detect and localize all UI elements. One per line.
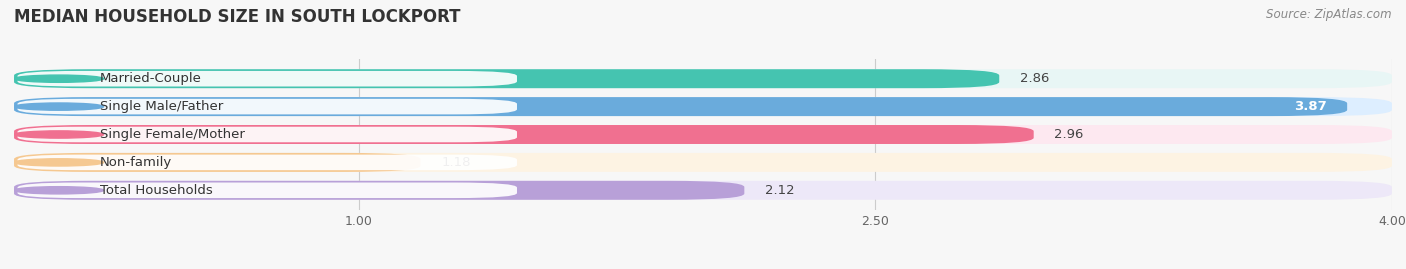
Text: 1.18: 1.18: [441, 156, 471, 169]
FancyBboxPatch shape: [14, 69, 1000, 88]
FancyBboxPatch shape: [17, 155, 517, 170]
Circle shape: [14, 159, 104, 166]
Circle shape: [14, 187, 104, 194]
FancyBboxPatch shape: [14, 153, 1392, 172]
Text: 2.86: 2.86: [1019, 72, 1049, 85]
Circle shape: [14, 75, 104, 82]
Text: Total Households: Total Households: [100, 184, 212, 197]
FancyBboxPatch shape: [14, 153, 420, 172]
Circle shape: [14, 131, 104, 138]
Text: 2.96: 2.96: [1054, 128, 1084, 141]
Text: Married-Couple: Married-Couple: [100, 72, 202, 85]
Circle shape: [14, 103, 104, 110]
FancyBboxPatch shape: [14, 97, 1392, 116]
FancyBboxPatch shape: [17, 182, 517, 198]
Text: Non-family: Non-family: [100, 156, 173, 169]
Text: Single Female/Mother: Single Female/Mother: [100, 128, 245, 141]
FancyBboxPatch shape: [14, 125, 1392, 144]
Text: 3.87: 3.87: [1294, 100, 1326, 113]
Text: Single Male/Father: Single Male/Father: [100, 100, 224, 113]
FancyBboxPatch shape: [17, 71, 517, 87]
FancyBboxPatch shape: [14, 181, 744, 200]
Text: Source: ZipAtlas.com: Source: ZipAtlas.com: [1267, 8, 1392, 21]
Text: MEDIAN HOUSEHOLD SIZE IN SOUTH LOCKPORT: MEDIAN HOUSEHOLD SIZE IN SOUTH LOCKPORT: [14, 8, 461, 26]
FancyBboxPatch shape: [14, 125, 1033, 144]
FancyBboxPatch shape: [17, 99, 517, 114]
FancyBboxPatch shape: [14, 181, 1392, 200]
FancyBboxPatch shape: [14, 97, 1347, 116]
Text: 2.12: 2.12: [765, 184, 794, 197]
FancyBboxPatch shape: [17, 127, 517, 142]
FancyBboxPatch shape: [14, 69, 1392, 88]
